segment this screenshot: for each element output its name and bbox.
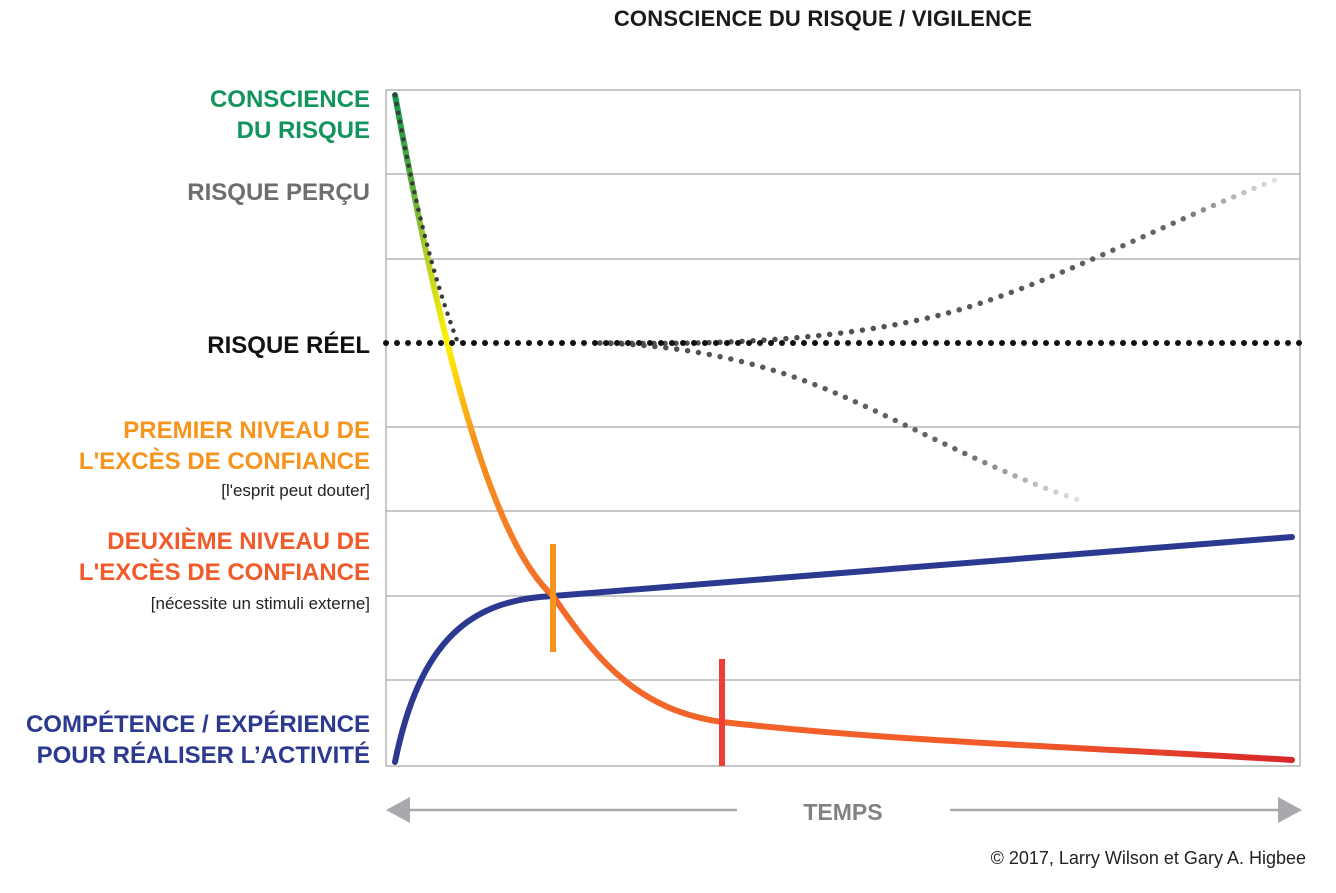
diagram-title: CONSCIENCE DU RISQUE / VIGILENCE <box>613 6 1033 31</box>
perceived-risk-falling-curve <box>597 340 1088 505</box>
label-competence-line1: COMPÉTENCE / EXPÉRIENCE <box>25 711 370 738</box>
label-second-overconfidence: DEUXIÈME NIVEAU DE L'EXCÈS DE CONFIANCE <box>79 526 370 588</box>
label-first-overconfidence: PREMIER NIVEAU DE L'EXCÈS DE CONFIANCE <box>79 415 370 477</box>
label-second-overconfidence-line2: L'EXCÈS DE CONFIANCE <box>78 559 370 586</box>
risk-awareness-curve <box>392 92 1295 763</box>
time-axis-left-arrow-icon <box>386 797 410 823</box>
perceived-risk-initial-dots <box>392 92 461 346</box>
label-perceived-risk: RISQUE PERÇU <box>187 179 370 206</box>
label-risk-awareness: CONSCIENCE DU RISQUE <box>210 84 370 146</box>
note-second-overconfidence: [nécessite un stimuli externe] <box>150 594 370 613</box>
competence-curve <box>392 534 1295 765</box>
note-first-overconfidence: [l'esprit peut douter] <box>221 481 370 500</box>
chart-frame <box>385 89 1301 767</box>
copyright-notice: © 2017, Larry Wilson et Gary A. Higbee <box>990 848 1306 868</box>
label-competence-line2: POUR RÉALISER L’ACTIVITÉ <box>36 742 370 769</box>
label-second-overconfidence-line1: DEUXIÈME NIVEAU DE <box>107 528 370 555</box>
time-axis-label: TEMPS <box>803 799 882 825</box>
perceived-risk-rising-curve <box>607 177 1278 347</box>
label-risk-awareness-line2: DU RISQUE <box>236 117 370 144</box>
label-risk-awareness-line1: CONSCIENCE <box>209 86 370 113</box>
label-real-risk: RISQUE RÉEL <box>207 332 370 359</box>
label-competence: COMPÉTENCE / EXPÉRIENCE POUR RÉALISER L’… <box>26 709 370 771</box>
grid-lines <box>386 173 1300 681</box>
label-first-overconfidence-line1: PREMIER NIVEAU DE <box>123 417 370 444</box>
time-axis: TEMPS <box>386 797 1302 825</box>
label-first-overconfidence-line2: L'EXCÈS DE CONFIANCE <box>78 448 370 475</box>
time-axis-right-arrow-icon <box>1278 797 1302 823</box>
